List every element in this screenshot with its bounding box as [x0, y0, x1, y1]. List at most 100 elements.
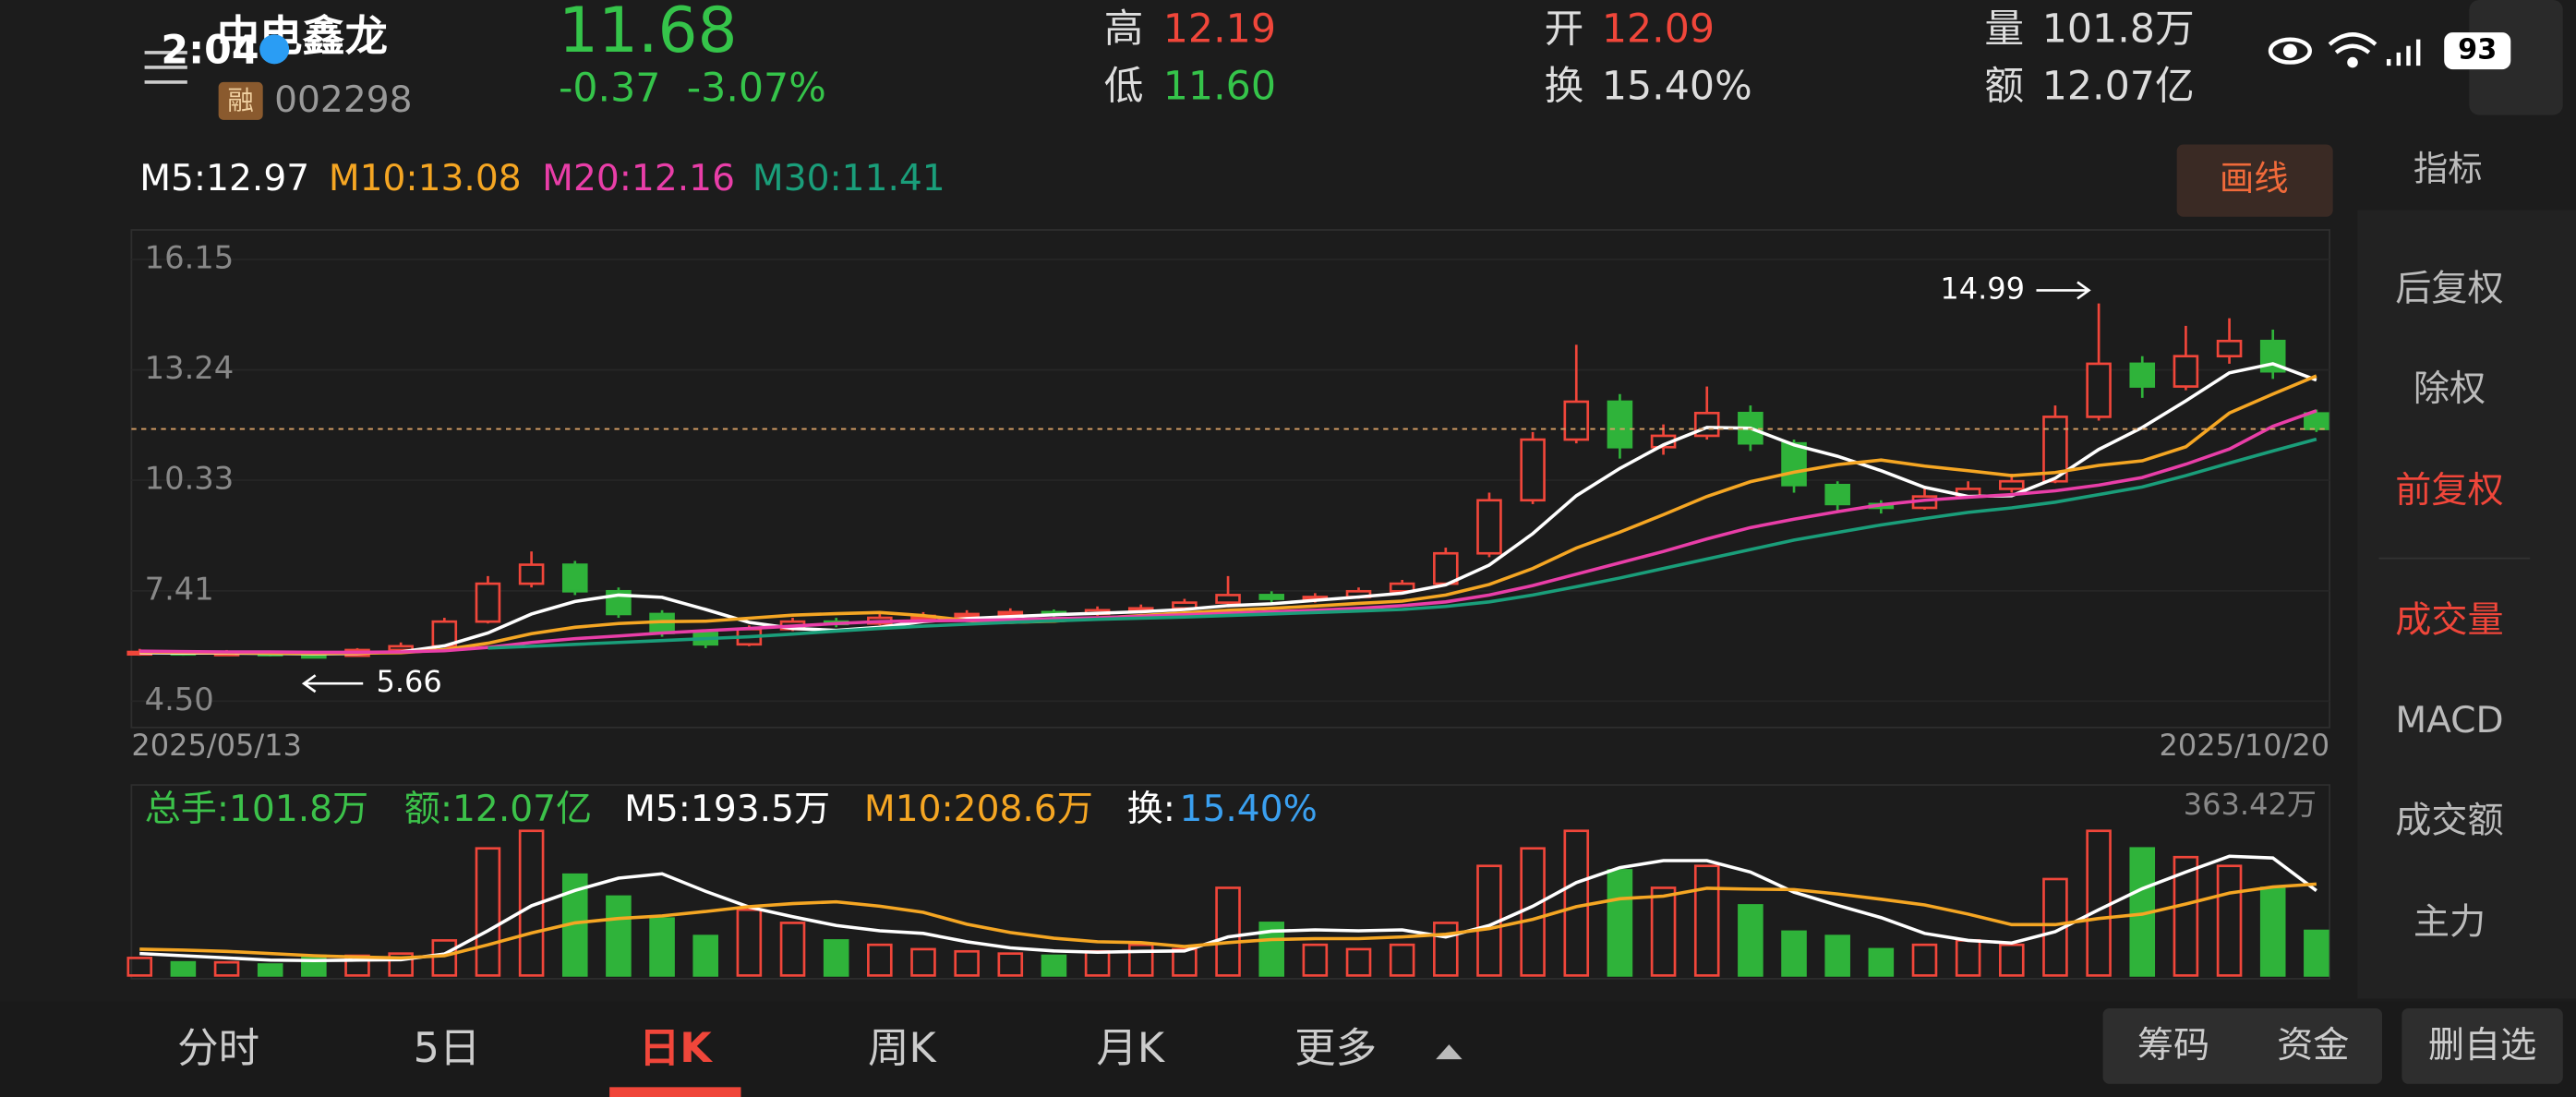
candle-body: [2216, 339, 2243, 358]
volume-bar: [1738, 904, 1763, 977]
volume-header: 15.40%: [1180, 789, 1318, 830]
draw-button[interactable]: [2176, 144, 2333, 217]
date-start: 2025/05/13: [131, 728, 302, 763]
volume-header: 额:12.07亿: [404, 789, 593, 830]
volume-bar: [910, 947, 936, 977]
tab[interactable]: 月K: [1096, 1025, 1165, 1072]
search-icon[interactable]: [259, 34, 290, 65]
side-menu-item[interactable]: 后复权: [2395, 268, 2503, 309]
volume-header: M5:193.5万: [624, 789, 830, 830]
tab-underline: [609, 1087, 741, 1097]
side-menu-item[interactable]: 成交额: [2395, 801, 2503, 842]
candle-body: [954, 612, 980, 618]
corner-button[interactable]: [2469, 0, 2563, 115]
volume-bar: [997, 952, 1024, 977]
button-group: [2102, 1007, 2383, 1084]
candle-body: [475, 582, 501, 623]
volume-bar: [867, 943, 893, 977]
volume-bar: [736, 908, 763, 977]
y-tick-label: 7.41: [145, 571, 214, 607]
side-menu-item[interactable]: 除权: [2413, 368, 2486, 410]
volume-bar: [2304, 929, 2329, 977]
tab[interactable]: 更多: [1294, 1025, 1377, 1072]
y-tick-label: 4.50: [145, 681, 214, 717]
volume-bar: [1302, 943, 1329, 977]
tab[interactable]: 日K: [639, 1025, 713, 1072]
badge-text: 融: [227, 85, 253, 115]
volume-bar: [1172, 947, 1198, 977]
volume-ma-line: [139, 882, 2317, 960]
volume: 101.8万: [2042, 6, 2195, 52]
label: 高: [1104, 6, 1144, 52]
amount: 12.07亿: [2042, 64, 2195, 110]
arrow: [2036, 281, 2091, 300]
arrow: [301, 674, 364, 693]
volume-bar: [257, 963, 283, 977]
candle-body: [1607, 400, 1633, 449]
change: -0.37: [559, 65, 660, 111]
volume-tick-label: 363.42万: [2184, 787, 2317, 822]
tab[interactable]: 分时: [177, 1025, 259, 1072]
candle-body: [1693, 411, 1720, 438]
volume-header: 换:: [1127, 789, 1175, 830]
volume-bar: [388, 952, 414, 977]
candle-body: [997, 610, 1024, 616]
indicator-button[interactable]: 指标: [2413, 148, 2483, 188]
side-menu-item[interactable]: MACD: [2395, 700, 2503, 741]
ma-line: [139, 362, 2317, 656]
volume-bar: [1215, 886, 1241, 977]
volume-bar: [475, 847, 501, 977]
side-menu-item[interactable]: 前复权: [2395, 470, 2503, 512]
status-icons: [2268, 32, 2511, 70]
y-tick-label: 16.15: [145, 239, 235, 275]
date-end: 2025/10/20: [2160, 728, 2330, 763]
ma-legend: M30:11.41: [752, 158, 945, 199]
volume-bar: [213, 960, 240, 977]
draw-button-text[interactable]: 画线: [2220, 158, 2289, 199]
side-panel: [2357, 210, 2576, 999]
candle-body: [2129, 362, 2156, 388]
ma-line: [488, 437, 2317, 650]
price-plot: [130, 229, 2330, 729]
y-tick-label: 13.24: [145, 350, 235, 386]
volume-bar: [1041, 954, 1067, 977]
label: 量: [1984, 6, 2024, 52]
volume-bar: [170, 960, 197, 977]
volume-bar: [649, 917, 675, 977]
candle-body: [388, 645, 414, 652]
volume-header: 总手:101.8万: [145, 789, 369, 830]
volume-bar: [1911, 943, 1938, 977]
volume-bar: [1868, 947, 1895, 977]
volume-bar: [2216, 864, 2243, 977]
button[interactable]: 资金: [2277, 1025, 2349, 1067]
candle-body: [2086, 362, 2112, 418]
volume-bar: [1650, 886, 1677, 977]
tab[interactable]: 5日: [414, 1025, 481, 1072]
volume-bar: [1345, 947, 1372, 977]
high-annotation: 14.99: [1940, 271, 2025, 306]
low-annotation: 5.66: [376, 664, 441, 699]
candle-body: [1781, 441, 1807, 487]
volume-bar: [1127, 943, 1154, 977]
button[interactable]: 删自选: [2428, 1025, 2536, 1067]
candle-body: [1824, 483, 1850, 506]
status-time: 2:04: [161, 27, 259, 73]
side-menu-item[interactable]: 成交量: [2395, 600, 2503, 642]
candle-body: [2173, 355, 2199, 388]
open: 12.09: [1602, 6, 1715, 52]
ma-legend: M20:12.16: [542, 158, 735, 199]
candle-body: [2304, 412, 2329, 430]
button-bg: [2401, 1007, 2563, 1084]
volume-bar: [1999, 943, 2025, 977]
volume-bar: [779, 922, 806, 977]
candle-body: [518, 563, 545, 585]
change-pct: -3.07%: [687, 65, 826, 111]
button[interactable]: 筹码: [2137, 1025, 2209, 1067]
more-arrow[interactable]: [1436, 1044, 1463, 1060]
tab[interactable]: 周K: [868, 1025, 937, 1072]
side-menu-item[interactable]: 主力: [2413, 902, 2486, 944]
menu-icon[interactable]: [144, 51, 187, 84]
volume-ma-line: [139, 854, 2317, 963]
